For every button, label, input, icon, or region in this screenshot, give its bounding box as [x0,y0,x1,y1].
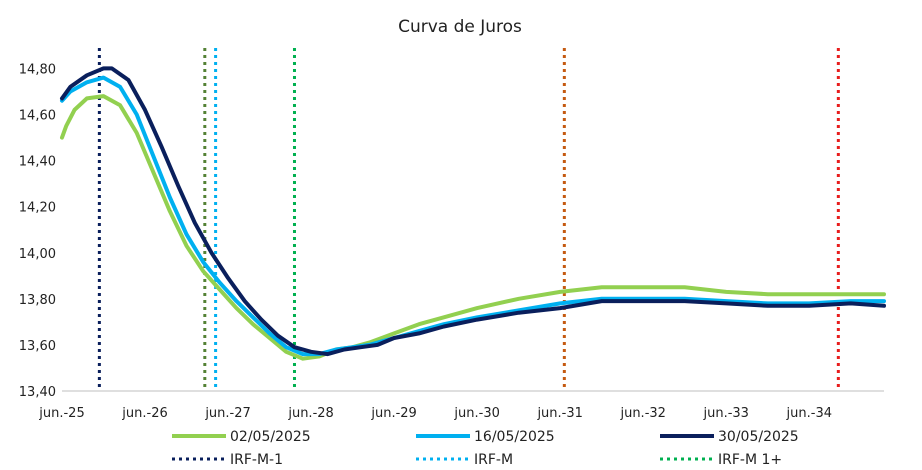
y-tick-label: 13,80 [19,293,56,308]
legend-label: IRF-M [474,452,513,468]
x-tick-label: jun.-34 [786,406,832,421]
series-line-1 [60,75,886,357]
index-duration-lines [97,48,840,391]
y-tick-label: 14,60 [19,109,56,124]
legend-label: 02/05/2025 [230,429,311,445]
x-tick-label: jun.-30 [453,406,499,421]
legend-label: IRF-M-1 [230,452,283,468]
x-tick-label: jun.-28 [287,406,333,421]
y-tick-label: 13,40 [19,385,56,400]
legend-label: 30/05/2025 [718,429,799,445]
y-tick-label: 14,80 [19,62,56,77]
x-tick-label: jun.-31 [536,406,582,421]
series-lines [60,66,886,361]
x-tick-label: jun.-33 [703,406,749,421]
x-tick-label: jun.-25 [38,406,84,421]
x-tick-label: jun.-27 [204,406,250,421]
y-tick-label: 14,00 [19,247,56,262]
x-tick-label: jun.-26 [121,406,167,421]
chart-title: Curva de Juros [398,17,522,37]
x-axis-ticks: jun.-25 jun.-26 jun.-27 jun.-28 jun.-29 jun.-… [38,406,832,421]
series-line-0 [60,94,886,361]
legend: 02/05/2025 16/05/2025 30/05/2025 IRF-M-1 IRF… [172,429,799,468]
x-tick-label: jun.-32 [619,406,665,421]
y-tick-label: 14,20 [19,201,56,216]
y-tick-label: 14,40 [19,155,56,170]
y-axis-ticks: 14,80 14,60 14,40 14,20 14,00 13,80 13,60 13,40 [19,62,56,400]
series-line-2 [60,66,886,357]
y-tick-label: 13,60 [19,339,56,354]
legend-label: IRF-M 1+ [718,452,782,468]
legend-label: 16/05/2025 [474,429,555,445]
x-tick-label: jun.-29 [370,406,416,421]
